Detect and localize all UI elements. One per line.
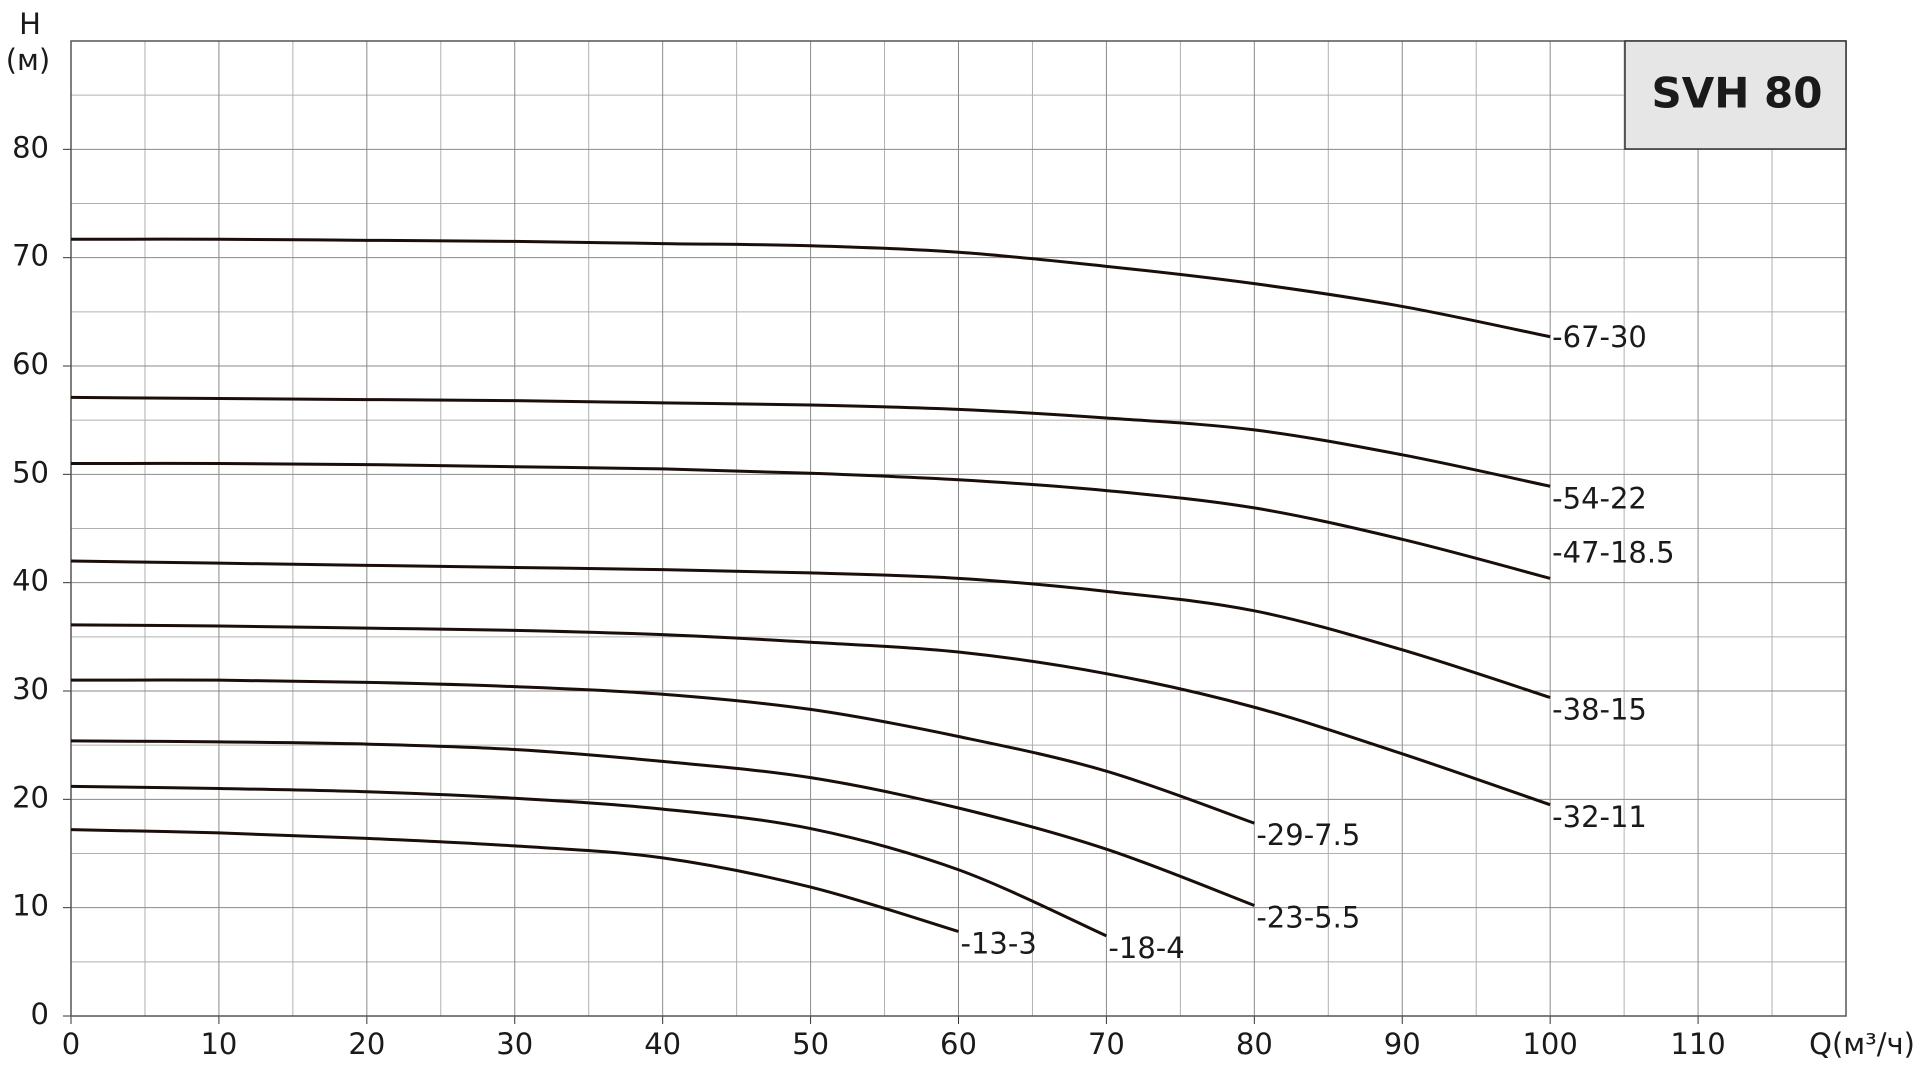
x-tick-label: 20 bbox=[348, 1027, 385, 1061]
title-box bbox=[1624, 40, 1847, 150]
y-tick-label: 0 bbox=[31, 997, 49, 1031]
x-tick-label: 50 bbox=[792, 1027, 829, 1061]
x-tick-label: 70 bbox=[1088, 1027, 1125, 1061]
x-tick-label: 90 bbox=[1384, 1027, 1421, 1061]
pump-curve bbox=[70, 678, 1255, 825]
pump-curve bbox=[70, 623, 1551, 807]
x-tick-label: 40 bbox=[644, 1027, 681, 1061]
x-tick-label: 60 bbox=[940, 1027, 977, 1061]
curve-label: -32-11 bbox=[1552, 800, 1647, 834]
x-tick-label: 100 bbox=[1522, 1027, 1577, 1061]
x-axis-label: Q(м³/ч) bbox=[1809, 1027, 1915, 1061]
y-tick-label: 30 bbox=[12, 672, 49, 706]
curve-label: -47-18.5 bbox=[1552, 535, 1674, 569]
curve-label: -18-4 bbox=[1108, 931, 1184, 965]
curve-label: -38-15 bbox=[1552, 693, 1647, 727]
y-tick-label: 40 bbox=[12, 564, 49, 598]
y-axis-unit: (м) bbox=[6, 43, 51, 77]
y-tick-label: 50 bbox=[12, 455, 49, 489]
x-tick-label: 0 bbox=[62, 1027, 80, 1061]
x-tick-label: 10 bbox=[200, 1027, 237, 1061]
y-tick-label: 60 bbox=[12, 347, 49, 381]
y-axis-label: H bbox=[19, 7, 41, 41]
x-tick-label: 110 bbox=[1670, 1027, 1725, 1061]
y-tick-label: 20 bbox=[12, 780, 49, 814]
y-tick-label: 80 bbox=[12, 130, 49, 164]
pump-curve bbox=[70, 461, 1551, 580]
pump-curve bbox=[70, 828, 959, 933]
curve-label: -29-7.5 bbox=[1256, 818, 1360, 852]
x-tick-label: 80 bbox=[1236, 1027, 1273, 1061]
pump-curve bbox=[70, 559, 1551, 699]
plot-frame bbox=[70, 40, 1847, 1017]
chart-title: SVH 80 bbox=[1652, 69, 1823, 118]
y-tick-label: 10 bbox=[12, 889, 49, 923]
curve-label: -54-22 bbox=[1552, 481, 1647, 515]
x-tick-label: 30 bbox=[496, 1027, 533, 1061]
curve-label: -23-5.5 bbox=[1256, 901, 1360, 935]
pump-curve bbox=[70, 395, 1551, 488]
y-tick-label: 70 bbox=[12, 239, 49, 273]
curve-label: -67-30 bbox=[1552, 320, 1647, 354]
pump-curve bbox=[70, 739, 1255, 907]
curve-label: -13-3 bbox=[961, 927, 1037, 961]
pump-curve bbox=[70, 784, 1108, 938]
pump-curve bbox=[70, 237, 1551, 339]
